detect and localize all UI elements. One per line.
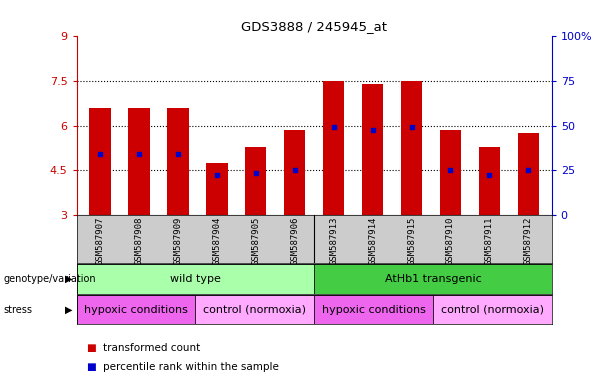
Text: GSM587911: GSM587911 [485,217,494,265]
Text: GSM587913: GSM587913 [329,217,338,265]
Bar [77,295,196,324]
Bar [77,264,314,294]
Bar [284,130,305,215]
Text: hypoxic conditions: hypoxic conditions [322,305,425,314]
Text: GSM587910: GSM587910 [446,217,455,265]
Text: GSM587908: GSM587908 [134,217,143,265]
Text: ■: ■ [86,362,96,372]
Bar [128,108,150,215]
Text: GSM587909: GSM587909 [173,217,183,265]
Text: GSM587905: GSM587905 [251,217,261,265]
Bar [314,264,552,294]
Bar [314,295,433,324]
Text: control (normoxia): control (normoxia) [204,305,306,314]
Text: GSM587907: GSM587907 [96,217,104,265]
Text: GSM587914: GSM587914 [368,217,377,265]
Bar [167,108,189,215]
Text: wild type: wild type [170,274,221,284]
Title: GDS3888 / 245945_at: GDS3888 / 245945_at [241,20,387,33]
Text: GSM587915: GSM587915 [407,217,416,265]
Text: GSM587904: GSM587904 [212,217,221,265]
Text: ■: ■ [86,343,96,353]
Text: GSM587906: GSM587906 [290,217,299,265]
Text: genotype/variation: genotype/variation [3,274,96,284]
Bar [479,147,500,215]
Text: ▶: ▶ [65,274,72,284]
Bar [89,108,111,215]
Text: percentile rank within the sample: percentile rank within the sample [103,362,279,372]
Bar [440,130,461,215]
Bar [362,84,383,215]
Bar [206,163,227,215]
Text: GSM587912: GSM587912 [524,217,533,265]
Text: transformed count: transformed count [103,343,200,353]
Text: AtHb1 transgenic: AtHb1 transgenic [384,274,481,284]
Text: stress: stress [3,305,32,314]
Bar [245,147,267,215]
Bar [323,81,345,215]
Bar [433,295,552,324]
Text: ▶: ▶ [65,305,72,314]
Text: hypoxic conditions: hypoxic conditions [84,305,188,314]
Text: control (normoxia): control (normoxia) [441,305,544,314]
Bar [196,295,314,324]
Bar [517,133,539,215]
Bar [401,81,422,215]
